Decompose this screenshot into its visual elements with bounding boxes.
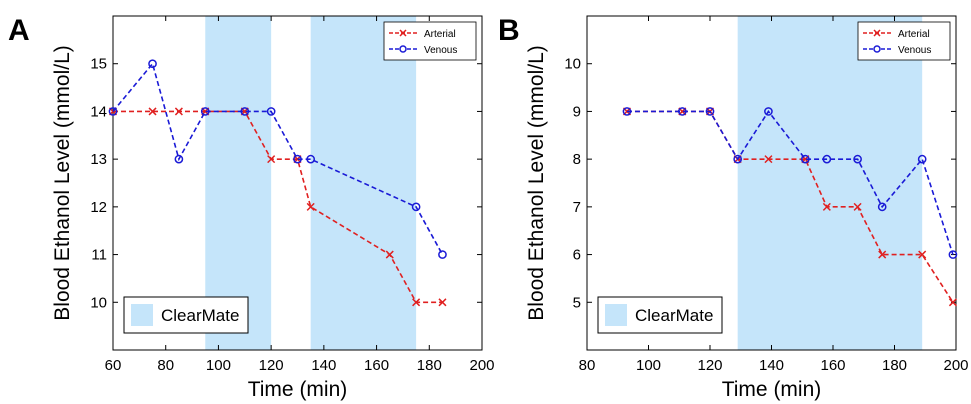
data-point-venous bbox=[877, 202, 887, 212]
data-point-arterial bbox=[412, 298, 421, 307]
chart-panel-a: A 60 80 100 120 140 160 180 200 10 11 12 13 14 15 Time … bbox=[8, 14, 495, 401]
y-tick-label: 5 bbox=[573, 294, 581, 311]
y-tick-label: 13 bbox=[90, 151, 107, 168]
legend-marker-arterial bbox=[399, 29, 407, 37]
x-tick-label: 140 bbox=[311, 357, 336, 374]
x-axis-label: Time (min) bbox=[722, 378, 822, 401]
data-point-venous bbox=[438, 250, 447, 259]
series-legend: Arterial Venous bbox=[383, 21, 477, 61]
clearmate-legend: ClearMate bbox=[597, 296, 723, 334]
x-tick-label: 200 bbox=[469, 357, 494, 374]
x-tick-label: 120 bbox=[697, 357, 722, 374]
clearmate-legend: ClearMate bbox=[123, 296, 249, 334]
x-tick-label: 100 bbox=[206, 357, 231, 374]
clearmate-legend-label: ClearMate bbox=[635, 306, 713, 325]
data-point-arterial bbox=[853, 202, 862, 211]
x-tick-label: 160 bbox=[364, 357, 389, 374]
data-point-venous bbox=[733, 154, 743, 164]
panel-letter: B bbox=[498, 14, 520, 47]
data-point-venous bbox=[293, 154, 302, 164]
series-line-venous bbox=[112, 62, 444, 255]
data-point-venous bbox=[822, 154, 832, 164]
x-tick-label: 120 bbox=[259, 357, 284, 374]
y-tick-label: 14 bbox=[90, 103, 107, 120]
series-line-venous bbox=[626, 110, 954, 255]
legend-label-arterial: Arterial bbox=[898, 29, 930, 40]
y-tick-label: 9 bbox=[573, 103, 581, 120]
data-point-arterial bbox=[385, 250, 394, 259]
legend-label-arterial: Arterial bbox=[424, 29, 456, 40]
data-point-venous bbox=[677, 107, 687, 116]
data-point-venous bbox=[108, 107, 118, 116]
data-point-arterial bbox=[822, 202, 831, 211]
data-point-arterial bbox=[948, 298, 957, 307]
data-point-venous bbox=[200, 107, 210, 116]
data-point-arterial bbox=[878, 250, 887, 259]
plot-frame bbox=[112, 15, 483, 351]
x-tick-label: 140 bbox=[759, 357, 784, 374]
y-tick-label: 15 bbox=[90, 56, 107, 73]
legend-label-venous: Venous bbox=[898, 45, 931, 56]
legend-box bbox=[383, 21, 477, 61]
y-axis-label: Blood Ethanol Level (mmol/L) bbox=[525, 45, 548, 320]
clearmate-shaded-region bbox=[205, 16, 272, 350]
x-axis-label: Time (min) bbox=[248, 378, 348, 401]
data-point-venous bbox=[948, 250, 958, 259]
x-tick-label: 80 bbox=[579, 357, 596, 374]
data-point-arterial bbox=[306, 202, 315, 211]
y-axis-label: Blood Ethanol Level (mmol/L) bbox=[51, 45, 74, 320]
legend-box bbox=[857, 21, 951, 61]
x-tick-label: 180 bbox=[882, 357, 907, 374]
x-tick-label: 60 bbox=[105, 357, 122, 374]
y-tick-label: 10 bbox=[564, 56, 581, 73]
y-tick-label: 10 bbox=[90, 294, 107, 311]
data-point-venous bbox=[622, 107, 632, 116]
data-point-arterial bbox=[148, 107, 157, 116]
y-tick-label: 12 bbox=[90, 199, 107, 216]
data-point-venous bbox=[240, 107, 250, 116]
x-tick-label: 80 bbox=[157, 357, 174, 374]
data-point-arterial bbox=[267, 155, 276, 164]
y-tick-label: 7 bbox=[573, 199, 581, 216]
data-point-venous bbox=[705, 107, 715, 116]
data-point-venous bbox=[917, 154, 927, 164]
data-point-venous bbox=[800, 154, 810, 164]
clearmate-legend-label: ClearMate bbox=[161, 306, 239, 325]
y-tick-label: 11 bbox=[91, 247, 107, 264]
data-point-venous bbox=[148, 59, 157, 69]
panel-letter: A bbox=[8, 14, 30, 47]
data-point-venous bbox=[306, 154, 316, 164]
data-point-arterial bbox=[438, 298, 447, 307]
y-tick-label: 6 bbox=[573, 247, 581, 264]
data-point-arterial bbox=[918, 250, 927, 259]
x-tick-label: 160 bbox=[820, 357, 845, 374]
legend-marker-venous bbox=[873, 45, 881, 53]
data-point-arterial bbox=[764, 155, 773, 164]
data-point-venous bbox=[853, 154, 862, 164]
data-point-venous bbox=[266, 107, 276, 116]
x-tick-label: 100 bbox=[636, 357, 661, 374]
clearmate-legend-swatch bbox=[605, 304, 627, 326]
data-point-venous bbox=[764, 107, 773, 116]
chart-panel-b: B 80 100 120 140 160 180 200 5 6 7 8 9 10 Time (min) Bl… bbox=[498, 14, 969, 401]
legend-marker-venous bbox=[399, 45, 407, 53]
y-tick-label: 8 bbox=[573, 151, 581, 168]
data-point-venous bbox=[174, 154, 184, 164]
x-tick-label: 180 bbox=[417, 357, 442, 374]
legend-label-venous: Venous bbox=[424, 45, 457, 56]
x-tick-label: 200 bbox=[943, 357, 968, 374]
data-point-venous bbox=[411, 202, 421, 212]
legend-marker-arterial bbox=[873, 29, 881, 37]
clearmate-legend-swatch bbox=[131, 304, 153, 326]
data-point-arterial bbox=[174, 107, 183, 116]
clearmate-shaded-region bbox=[310, 16, 417, 350]
series-legend: Arterial Venous bbox=[857, 21, 951, 61]
clearmate-shaded-region bbox=[737, 16, 923, 350]
